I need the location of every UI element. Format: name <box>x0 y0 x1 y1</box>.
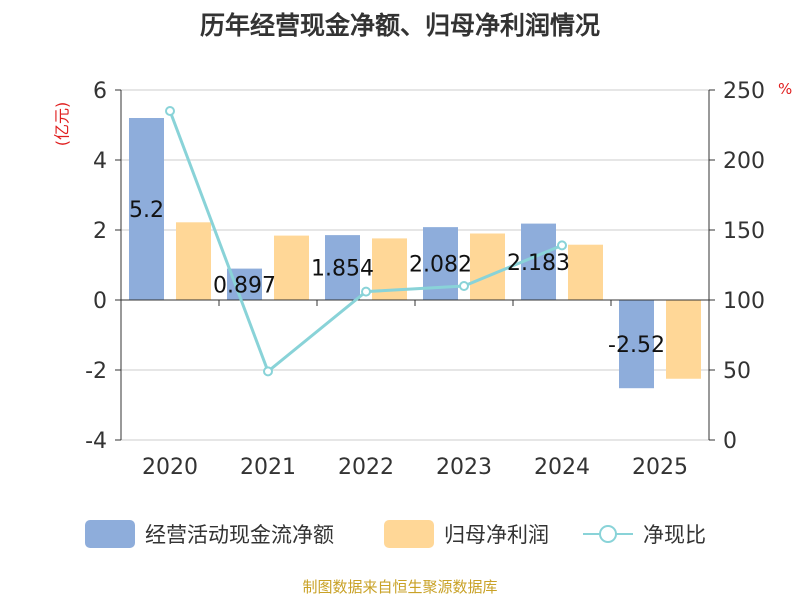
legend-label-ratio: 净现比 <box>643 523 706 547</box>
axes: 6 4 2 0 -2 -4 250 200 150 100 50 0 2020 2021 2022 2023 2… <box>85 79 765 480</box>
cashflow-bar-2020 <box>129 118 164 300</box>
net-profit-bar-2021 <box>274 235 309 300</box>
legend-item-net-profit[interactable]: 归母净利润 <box>384 516 549 552</box>
x-axis-label-2020: 2020 <box>142 455 198 480</box>
net-profit-bar-2025 <box>666 300 701 379</box>
ratio-point-2020 <box>165 106 175 116</box>
right-axis-tick-label: 250 <box>723 79 765 104</box>
legend-swatch-ratio <box>583 520 633 548</box>
legend-item-cashflow[interactable]: 经营活动现金流净额 <box>85 516 334 552</box>
cashflow-bar-2022 <box>325 235 360 300</box>
x-axis-label-2021: 2021 <box>240 455 296 480</box>
cashflow-bar-2024 <box>521 223 556 300</box>
left-axis-tick-label: 6 <box>93 79 107 104</box>
net-profit-bar-2023 <box>470 233 505 300</box>
cashflow-label-2021: 0.897 <box>213 273 276 298</box>
right-axis-tick-label: 100 <box>723 289 765 314</box>
legend: 经营活动现金流净额 归母净利润 净现比 <box>0 516 800 552</box>
legend-swatch-net-profit <box>384 520 434 548</box>
right-axis-tick-label: 200 <box>723 149 765 174</box>
ratio-point-2021 <box>263 366 273 377</box>
x-axis-label-2022: 2022 <box>338 455 394 480</box>
left-axis-tick-label: -2 <box>85 359 107 384</box>
net-profit-bar-2020 <box>176 222 211 300</box>
legend-item-ratio[interactable]: 净现比 <box>583 516 706 552</box>
x-axis-label-2023: 2023 <box>436 455 492 480</box>
source-note: 制图数据来自恒生聚源数据库 <box>302 578 498 596</box>
right-axis-tick-label: 0 <box>723 429 737 454</box>
data-labels: 5.2 0.897 1.854 2.082 2.183 -2.52 <box>129 198 665 358</box>
cashflow-label-2024: 2.183 <box>507 251 570 276</box>
net-profit-bar-2024 <box>568 244 603 300</box>
cashflow-label-2020: 5.2 <box>129 198 164 223</box>
legend-label-cashflow: 经营活动现金流净额 <box>145 523 334 547</box>
cashflow-label-2025: -2.52 <box>608 333 665 358</box>
right-axis-unit: % <box>778 80 793 98</box>
x-axis-label-2024: 2024 <box>534 455 590 480</box>
right-axis-tick-label: 50 <box>723 359 751 384</box>
left-axis-tick-label: -4 <box>85 429 107 454</box>
ratio-line <box>165 106 567 377</box>
cashflow-label-2022: 1.854 <box>311 257 374 282</box>
ratio-point-2024 <box>557 240 567 251</box>
bars <box>129 118 701 389</box>
x-axis-label-2025: 2025 <box>632 455 688 480</box>
cashflow-bar-2025 <box>619 300 654 389</box>
chart-title: 历年经营现金净额、归母净利润情况 <box>199 11 600 40</box>
left-axis-tick-label: 2 <box>93 219 107 244</box>
cashflow-label-2023: 2.082 <box>409 253 472 278</box>
left-axis-tick-label: 0 <box>93 289 107 314</box>
ratio-point-2023 <box>459 281 469 291</box>
ratio-point-2022 <box>361 286 371 297</box>
left-axis-tick-label: 4 <box>93 149 107 174</box>
legend-label-net-profit: 归母净利润 <box>444 523 549 547</box>
legend-swatch-cashflow <box>85 520 135 548</box>
right-axis-tick-label: 150 <box>723 219 765 244</box>
